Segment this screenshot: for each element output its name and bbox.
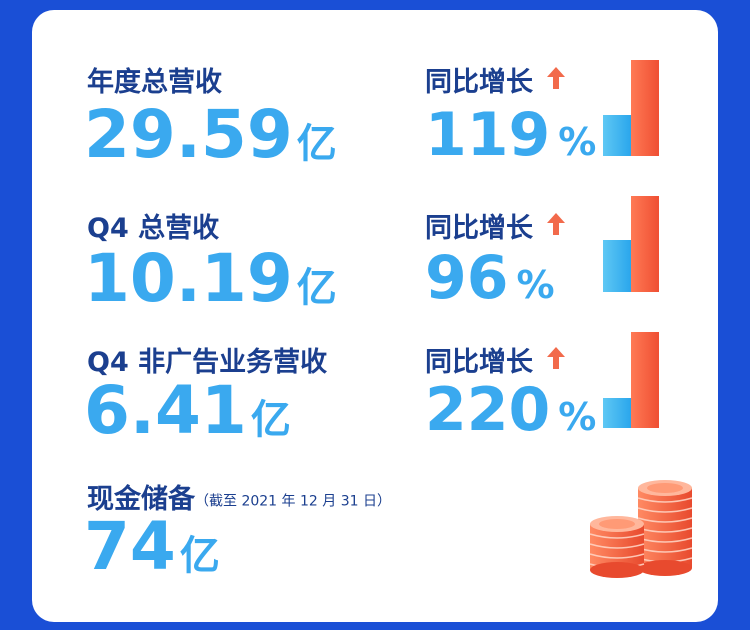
summary-card: 年度总营收 29.59 亿 同比增长 119% Q4 总营收 10.19 亿 同比增… xyxy=(32,10,718,622)
previous-year-bar xyxy=(603,115,631,156)
up-arrow-icon xyxy=(547,67,565,89)
cash-reserve-value: 74 亿 xyxy=(84,514,220,580)
metric-value-number: 6.41 xyxy=(84,372,247,449)
growth-label: 同比增长 xyxy=(425,213,533,244)
up-arrow-icon xyxy=(547,347,565,369)
growth-label: 同比增长 xyxy=(425,67,533,98)
cash-reserve-unit: 亿 xyxy=(179,533,220,579)
growth-label: 同比增长 xyxy=(425,347,533,378)
metric-value-number: 10.19 xyxy=(84,240,293,317)
cash-reserve-title: 现金储备 xyxy=(87,484,195,515)
metric-value-unit: 亿 xyxy=(250,397,291,443)
previous-year-bar xyxy=(603,240,631,292)
cash-reserve-label: 现金储备（截至 2021 年 12 月 31 日） xyxy=(87,477,391,516)
growth-value-unit: % xyxy=(558,395,597,439)
metric-value-number: 29.59 xyxy=(84,96,293,173)
previous-year-bar xyxy=(603,398,631,428)
metric-label: Q4 非广告业务营收 xyxy=(87,347,328,378)
up-arrow-icon xyxy=(547,213,565,235)
metric-value-unit: 亿 xyxy=(296,265,337,311)
growth-value: 96% xyxy=(425,248,555,308)
growth-value-number: 119 xyxy=(425,100,551,170)
growth-value-number: 220 xyxy=(425,375,551,445)
coin-stack-icon xyxy=(589,480,693,578)
current-year-bar xyxy=(631,60,659,156)
metric-value: 29.59 亿 xyxy=(84,102,337,168)
current-year-bar xyxy=(631,196,659,292)
growth-value-number: 96 xyxy=(425,243,509,313)
growth-value: 119% xyxy=(425,105,596,165)
metric-value: 10.19 亿 xyxy=(84,246,337,312)
growth-value: 220% xyxy=(425,380,596,440)
metric-value: 6.41 亿 xyxy=(84,378,291,444)
cash-reserve-number: 74 xyxy=(84,508,176,585)
growth-value-unit: % xyxy=(558,120,597,164)
metric-label: Q4 总营收 xyxy=(87,213,220,244)
cash-reserve-date-note: （截至 2021 年 12 月 31 日） xyxy=(195,493,391,510)
metric-label: 年度总营收 xyxy=(87,67,222,98)
metric-value-unit: 亿 xyxy=(296,121,337,167)
current-year-bar xyxy=(631,332,659,428)
growth-value-unit: % xyxy=(516,263,555,307)
